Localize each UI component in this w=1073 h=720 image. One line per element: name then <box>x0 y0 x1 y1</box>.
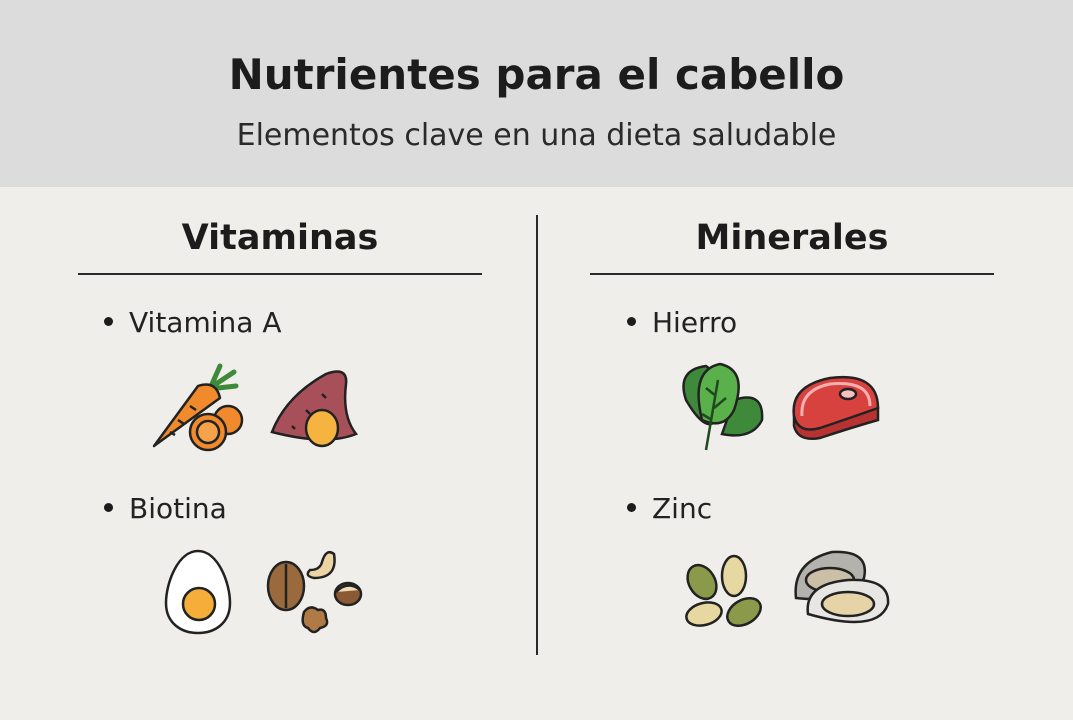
header-banner: Nutrientes para el cabello Elementos cla… <box>0 0 1073 187</box>
list-item-hierro: Hierro <box>627 306 737 339</box>
bullet-icon <box>627 316 636 326</box>
column-divider <box>536 215 538 655</box>
egg-icon <box>164 549 232 635</box>
pumpkin-seeds-icon <box>685 554 762 627</box>
spinach-icon <box>682 362 764 451</box>
carrot-icon <box>152 363 244 452</box>
oyster-icon <box>794 550 890 624</box>
bullet-icon <box>627 502 636 512</box>
sweet-potato-icon <box>270 370 359 448</box>
item-label: Biotina <box>129 492 227 525</box>
bullet-icon <box>104 316 113 326</box>
item-label: Zinc <box>652 492 713 525</box>
bullet-icon <box>104 502 113 512</box>
item-label: Vitamina A <box>129 306 282 339</box>
item-label: Hierro <box>652 306 738 339</box>
list-item-zinc: Zinc <box>627 492 712 525</box>
minerales-underline <box>590 273 994 275</box>
vitaminas-heading: Vitaminas <box>181 218 379 258</box>
steak-icon <box>792 375 880 440</box>
page-subtitle: Elementos clave en una dieta saludable <box>236 118 837 153</box>
vitaminas-underline <box>78 273 482 275</box>
list-item-biotina: Biotina <box>104 492 227 525</box>
minerales-heading: Minerales <box>695 218 889 258</box>
list-item-vitamina-a: Vitamina A <box>104 306 281 339</box>
nuts-icon <box>266 551 363 634</box>
page-title: Nutrientes para el cabello <box>228 50 845 99</box>
